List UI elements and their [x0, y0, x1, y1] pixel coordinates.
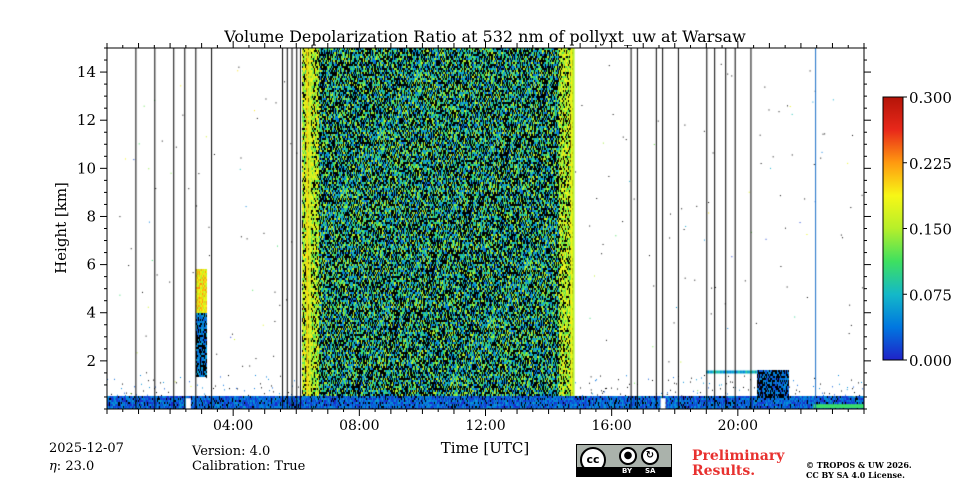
preliminary-line-1: Preliminary [692, 448, 785, 464]
colorbar-tick-label: 0.150 [909, 221, 952, 239]
copyright-notice: © TROPOS & UW 2026. CC BY SA 4.0 License… [806, 460, 912, 480]
heatmap-image [107, 48, 864, 409]
cc-by-label: BY [622, 467, 633, 475]
x-tick-label: 16:00 [591, 418, 631, 434]
attribution-person-icon: ● [619, 447, 637, 465]
copyright-line-2: CC BY SA 4.0 License. [806, 470, 905, 480]
copyright-line-1: © TROPOS & UW 2026. [806, 460, 912, 470]
y-tick-label: 14 [77, 63, 96, 81]
x-tick-label: 12:00 [465, 418, 505, 434]
cc-sa-label: SA [645, 467, 656, 475]
y-axis-label: Height [km] [52, 182, 70, 274]
colorbar-gradient [882, 96, 904, 361]
x-tick-label: 04:00 [213, 418, 253, 434]
y-tick-label: 4 [86, 304, 96, 322]
y-tick-label: 10 [77, 159, 96, 177]
heatmap [107, 48, 864, 409]
preliminary-line-2: Results. [692, 463, 756, 479]
colorbar: 0.000 0.075 0.150 0.225 0.300 [882, 89, 952, 370]
colorbar-tick-label: 0.000 [909, 352, 952, 370]
x-axis-label: Time [UTC] [441, 439, 530, 457]
preliminary-results-label: Preliminary Results. [692, 449, 784, 479]
plot-area [107, 48, 864, 409]
y-tick-label: 8 [86, 207, 96, 225]
eta-label: η: 23.0 [49, 459, 95, 474]
share-alike-icon: ↻ [641, 447, 659, 465]
colorbar-ticks: 0.000 0.075 0.150 0.225 0.300 [903, 89, 952, 370]
eta-symbol: η [49, 459, 57, 474]
y-tick-label: 6 [86, 256, 96, 274]
cc-license-badge: cc ● ↻ BY SA [576, 444, 672, 477]
y-axis: 2 4 6 8 10 12 14 [77, 47, 871, 410]
eta-value: 23.0 [65, 459, 95, 474]
colorbar-tick-label: 0.300 [909, 89, 952, 107]
chart-title: Volume Depolarization Ratio at 532 nm of… [223, 27, 746, 46]
y-tick-label: 2 [86, 352, 96, 370]
version-label: Version: 4.0 [192, 444, 271, 459]
x-tick-label: 08:00 [339, 418, 379, 434]
x-axis: 04:00 08:00 12:00 16:00 20:00 [106, 41, 865, 434]
x-tick-label: 20:00 [718, 418, 758, 434]
colorbar-tick-label: 0.075 [909, 286, 952, 304]
date-label: 2025-12-07 [49, 441, 124, 456]
y-tick-label: 12 [77, 111, 96, 129]
calibration-label: Calibration: True [192, 459, 306, 474]
colorbar-tick-label: 0.225 [909, 155, 952, 173]
cc-badge-strip [577, 467, 671, 476]
